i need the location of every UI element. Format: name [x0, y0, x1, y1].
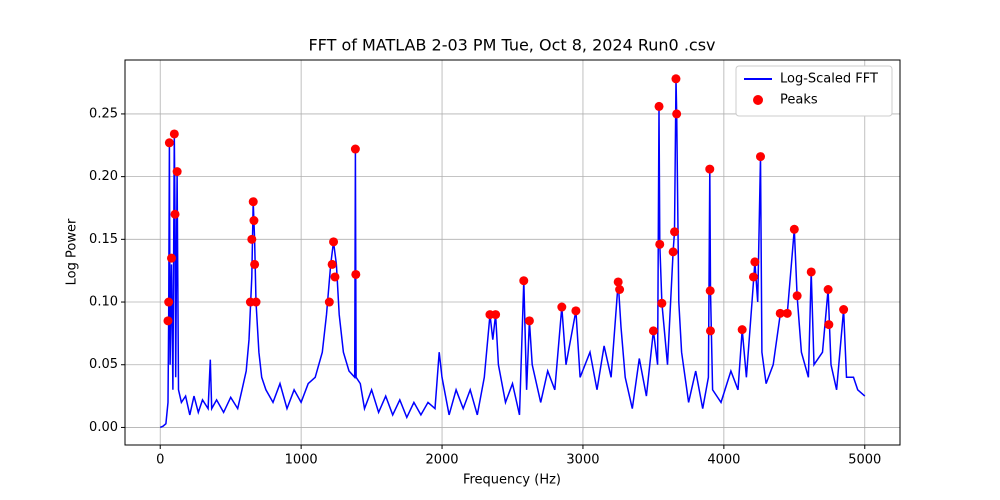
peak-point — [705, 326, 715, 336]
peak-point — [654, 101, 664, 111]
peak-point — [657, 298, 667, 308]
peak-point — [571, 306, 581, 316]
legend-box — [735, 65, 893, 117]
x-axis-label: Frequency (Hz) — [463, 473, 561, 488]
peak-point — [824, 320, 834, 330]
peak-point — [350, 144, 360, 154]
peak-point — [823, 284, 833, 294]
peak-point — [329, 237, 339, 247]
fft-line — [159, 78, 866, 429]
y-tick-label: 0.20 — [89, 169, 118, 184]
y-tick-label: 0.10 — [89, 295, 118, 310]
peak-point — [524, 316, 534, 326]
legend-marker — [753, 95, 763, 105]
y-tick-label: 0.00 — [89, 420, 118, 435]
peak-point — [756, 152, 765, 162]
peak-point — [170, 209, 180, 219]
peak-point — [248, 197, 258, 207]
x-tick-label: 4000 — [707, 453, 740, 468]
peak-point — [330, 272, 340, 282]
peak-point — [327, 259, 337, 269]
peak-point — [172, 167, 182, 177]
peak-point — [670, 227, 680, 237]
x-tick-label: 1000 — [285, 453, 318, 468]
peak-point — [705, 164, 715, 174]
peak-point — [169, 129, 179, 139]
peak-point — [705, 286, 715, 296]
peak-point — [782, 308, 792, 318]
peak-point — [748, 272, 758, 282]
peak-point — [164, 138, 174, 148]
x-tick-label: 5000 — [848, 453, 881, 468]
y-tick-label: 0.15 — [89, 232, 118, 247]
peak-point — [615, 284, 625, 294]
legend-label: Peaks — [780, 93, 818, 108]
legend-label: Log-Scaled FFT — [780, 72, 878, 87]
peak-point — [672, 109, 682, 119]
peak-point — [491, 310, 501, 320]
y-tick-label: 0.05 — [89, 357, 118, 372]
peak-point — [324, 297, 334, 307]
peak-point — [655, 239, 665, 249]
peak-point — [251, 297, 261, 307]
y-tick-label: 0.25 — [89, 106, 118, 121]
peak-point — [789, 224, 799, 234]
peak-point — [839, 305, 849, 315]
peak-point — [668, 247, 678, 257]
peak-point — [167, 253, 176, 263]
peak-point — [806, 267, 816, 277]
x-tick-label: 2000 — [425, 453, 458, 468]
peak-point — [750, 257, 760, 267]
chart-title: FFT of MATLAB 2-03 PM Tue, Oct 8, 2024 R… — [308, 36, 715, 55]
peak-point — [351, 269, 361, 279]
peak-point — [519, 276, 529, 286]
peak-point — [164, 297, 174, 307]
peak-point — [648, 326, 658, 336]
peak-point — [163, 316, 173, 326]
peak-point — [250, 259, 260, 269]
peak-point — [775, 308, 785, 318]
y-axis-label: Log Power — [65, 218, 80, 285]
x-tick-label: 3000 — [566, 453, 599, 468]
peak-point — [792, 291, 802, 301]
peak-point — [249, 216, 259, 226]
peak-point — [737, 325, 747, 335]
peak-point — [613, 277, 623, 287]
x-tick-label: 0 — [156, 453, 164, 468]
peak-point — [671, 74, 681, 84]
plot-frame — [124, 59, 901, 446]
peak-point — [247, 234, 257, 244]
peak-point — [557, 302, 567, 312]
